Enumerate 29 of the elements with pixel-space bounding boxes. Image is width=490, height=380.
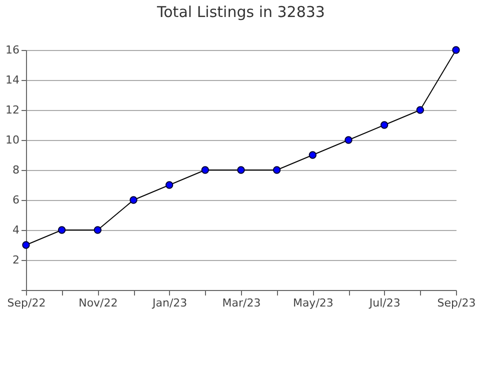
point — [416, 106, 424, 114]
point — [201, 166, 210, 174]
x-tick-label: Mar/23 — [222, 296, 261, 310]
point — [344, 136, 352, 144]
y-tick-label: 12 — [6, 104, 20, 116]
x-tick-label: Jul/23 — [368, 296, 400, 310]
point — [165, 181, 174, 189]
x-tick-label: Sep/22 — [7, 296, 46, 310]
y-tick-label: 10 — [6, 134, 20, 146]
chart-title: Total Listings in 32833 — [156, 3, 325, 21]
point — [58, 226, 66, 234]
x-tick-label: Nov/22 — [78, 296, 118, 310]
point — [308, 151, 317, 159]
x-tick-label: May/23 — [292, 296, 334, 310]
y-tick-label: 2 — [12, 254, 20, 266]
x-tick-label: Jan/23 — [151, 296, 188, 310]
y-tick-label: 16 — [6, 44, 20, 56]
point — [22, 241, 30, 249]
point — [94, 226, 102, 234]
x-tick-label: Sep/23 — [437, 296, 476, 310]
point — [380, 121, 388, 129]
y-tick-label: 8 — [12, 164, 20, 176]
point — [237, 166, 245, 174]
y-tick-label: 14 — [6, 74, 20, 86]
point — [272, 166, 281, 174]
y-tick-label: 6 — [12, 194, 20, 206]
y-tick-label: 4 — [12, 224, 20, 236]
point — [130, 196, 138, 204]
point — [452, 46, 460, 54]
